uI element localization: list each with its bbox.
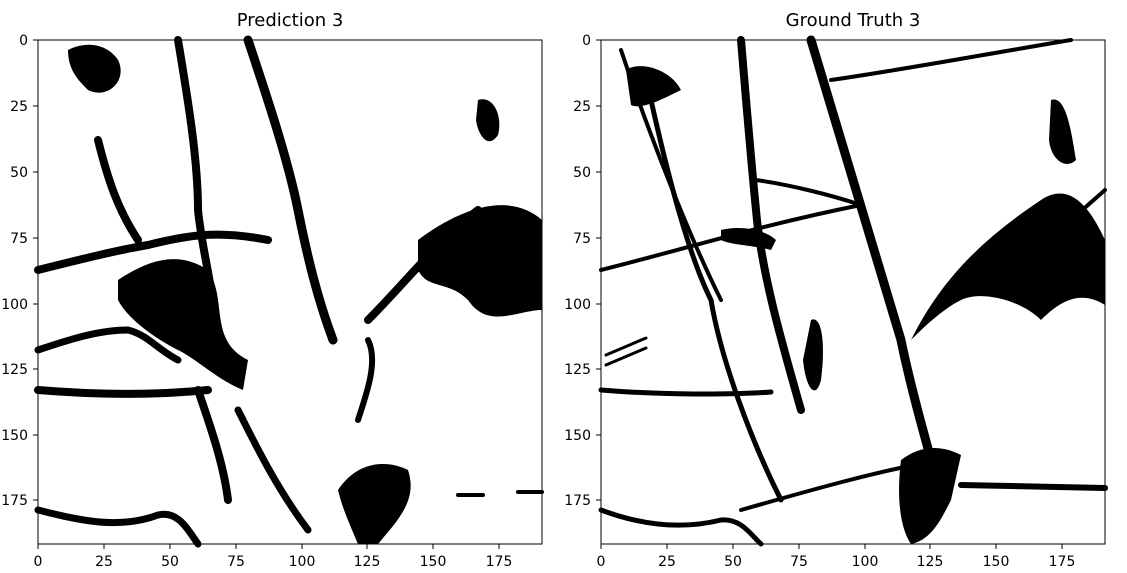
- x-tick-label: 150: [983, 554, 1010, 570]
- prediction-line: [34, 230, 272, 274]
- x-tick-label: 175: [486, 554, 513, 570]
- y-tick-label: 0: [19, 33, 28, 49]
- x-tick-label: 75: [790, 554, 808, 570]
- ground-truth-line: [958, 482, 1108, 491]
- ground-truth-line: [619, 48, 723, 302]
- prediction-image: 0 25 50 75 100 125 150 175 0 25 50 75: [1, 33, 544, 570]
- ground-truth-image: 0 25 50 75 100 125 150 175 0 25 50 75: [564, 33, 1108, 570]
- y-tick-label: 25: [10, 99, 28, 115]
- prediction-blob: [338, 464, 411, 544]
- ground-truth-y-ticks: 0 25 50 75 100 125 150 175: [564, 33, 601, 509]
- prediction-blob: [418, 205, 542, 317]
- prediction-line: [34, 506, 202, 548]
- ground-truth-x-ticks: 0 25 50 75 100 125 150 175: [597, 544, 1076, 570]
- y-tick-label: 75: [573, 231, 591, 247]
- prediction-blob: [476, 99, 500, 142]
- ground-truth-line: [1069, 188, 1107, 222]
- y-tick-label: 100: [1, 297, 28, 313]
- ground-truth-line: [737, 36, 805, 414]
- y-tick-label: 125: [1, 362, 28, 378]
- ground-truth-line: [829, 38, 1073, 82]
- x-tick-label: 150: [420, 554, 447, 570]
- x-tick-label: 125: [917, 554, 944, 570]
- prediction-y-ticks: 0 25 50 75 100 125 150 175: [1, 33, 38, 509]
- ground-truth-line: [604, 336, 648, 357]
- prediction-line: [364, 206, 482, 324]
- x-tick-label: 125: [354, 554, 381, 570]
- prediction-frame: [37, 39, 543, 545]
- prediction-line: [34, 326, 182, 364]
- x-tick-label: 100: [852, 554, 879, 570]
- prediction-line: [194, 386, 232, 504]
- y-tick-label: 50: [573, 165, 591, 181]
- prediction-blob: [118, 259, 248, 390]
- ground-truth-line: [806, 35, 936, 465]
- ground-truth-blob: [803, 319, 823, 391]
- y-tick-label: 125: [564, 362, 591, 378]
- prediction-blob: [68, 44, 121, 93]
- x-tick-label: 50: [161, 554, 179, 570]
- prediction-line: [34, 386, 212, 398]
- prediction-line: [174, 36, 218, 344]
- ground-truth-line: [648, 97, 784, 503]
- ground-truth-line: [754, 178, 863, 207]
- prediction-line: [355, 337, 376, 423]
- ground-truth-blob: [899, 448, 961, 544]
- prediction-line: [94, 136, 142, 244]
- ground-truth-blob: [911, 193, 1105, 340]
- prediction-panel: Prediction 3: [0, 0, 560, 573]
- y-tick-label: 175: [1, 493, 28, 509]
- x-tick-label: 100: [289, 554, 316, 570]
- ground-truth-line: [739, 458, 943, 512]
- x-tick-label: 25: [95, 554, 113, 570]
- y-tick-label: 150: [564, 428, 591, 444]
- y-tick-label: 25: [573, 99, 591, 115]
- x-tick-label: 175: [1049, 554, 1076, 570]
- ground-truth-line: [604, 346, 648, 367]
- y-tick-label: 50: [10, 165, 28, 181]
- y-tick-label: 175: [564, 493, 591, 509]
- x-tick-label: 25: [658, 554, 676, 570]
- y-tick-label: 100: [564, 297, 591, 313]
- ground-truth-blob: [626, 66, 681, 107]
- ground-truth-title: Ground Truth 3: [785, 10, 921, 31]
- ground-truth-line: [599, 203, 863, 272]
- prediction-title: Prediction 3: [236, 10, 344, 31]
- y-tick-label: 0: [582, 33, 591, 49]
- ground-truth-line: [598, 387, 774, 397]
- prediction-line: [234, 406, 312, 534]
- ground-truth-frame: [600, 39, 1106, 545]
- ground-truth-panel: Ground Truth 3: [563, 0, 1123, 573]
- ground-truth-blob: [1049, 99, 1076, 164]
- x-tick-label: 75: [227, 554, 245, 570]
- prediction-x-ticks: 0 25 50 75 100 125 150 175: [34, 544, 513, 570]
- x-tick-label: 50: [724, 554, 742, 570]
- y-tick-label: 150: [1, 428, 28, 444]
- x-tick-label: 0: [597, 554, 606, 570]
- y-tick-label: 75: [10, 231, 28, 247]
- x-tick-label: 0: [34, 554, 43, 570]
- ground-truth-line: [598, 507, 764, 547]
- prediction-line: [243, 35, 338, 345]
